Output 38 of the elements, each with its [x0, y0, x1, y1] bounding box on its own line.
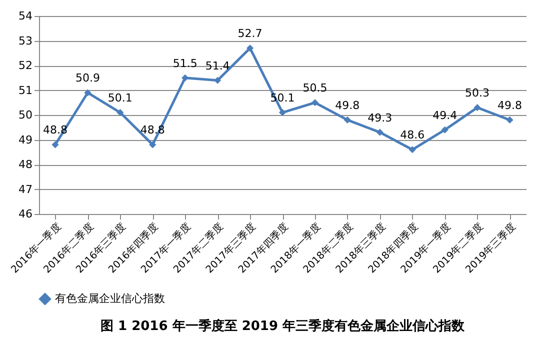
point [149, 141, 156, 148]
y-tick-label: 48 [18, 158, 32, 171]
point [52, 141, 59, 148]
point [214, 76, 222, 84]
y-tick-label: 50 [18, 108, 32, 122]
data-label: 50.9 [75, 72, 100, 85]
data-label: 49.8 [335, 98, 360, 112]
point [84, 89, 92, 96]
y-tick-label: 46 [18, 208, 32, 220]
text: 图 1 2016 年一季度至 2019 年三季度有色金属企业信心指数 [100, 318, 466, 334]
point [278, 108, 286, 116]
point [116, 108, 124, 116]
data-label: 51.4 [205, 59, 230, 72]
point [506, 116, 514, 124]
y-tick-label: 53 [18, 34, 32, 48]
data-label: 50.1 [108, 92, 132, 105]
point [344, 116, 351, 124]
point [311, 99, 319, 106]
point [182, 74, 189, 82]
data-label: 49.3 [368, 111, 392, 124]
y-tick-label: 49 [18, 133, 32, 146]
data-label: 49.4 [432, 108, 458, 122]
y-tick-label: 52 [18, 59, 32, 72]
legend-label: 有色金属企业信心指数 [55, 292, 165, 305]
point [246, 44, 254, 52]
data-label: 50.5 [302, 82, 328, 95]
y-tick-label: 51 [18, 84, 32, 97]
y-tick-label: 54 [18, 10, 32, 22]
data-label: 51.5 [172, 56, 198, 70]
data-label: 48.6 [400, 128, 425, 142]
point [408, 146, 416, 154]
data-label: 52.7 [238, 27, 262, 40]
y-tick-label: 47 [18, 182, 32, 196]
point [441, 126, 448, 134]
data-label: 50.3 [465, 86, 490, 100]
data-label: 49.8 [498, 98, 522, 112]
point [474, 104, 481, 112]
point [376, 128, 384, 136]
